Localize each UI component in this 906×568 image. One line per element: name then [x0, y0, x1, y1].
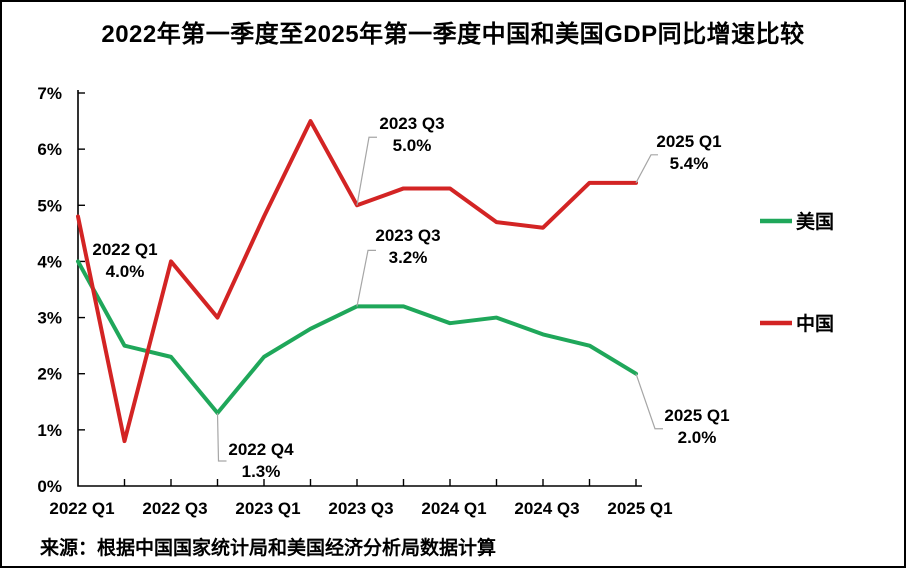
source-note: 来源：根据中国国家统计局和美国经济分析局数据计算: [40, 538, 497, 559]
y-tick-label: 4%: [37, 252, 62, 271]
y-tick-label: 7%: [37, 84, 62, 103]
x-tick-label: 2023 Q1: [235, 499, 300, 518]
y-tick-label: 1%: [37, 421, 62, 440]
annotation-china-2025-q1: 2025 Q1: [656, 132, 721, 151]
x-tick-label: 2023 Q3: [328, 499, 393, 518]
x-tick-label: 2022 Q3: [142, 499, 207, 518]
annotation-leader-line: [635, 373, 663, 430]
x-tick-label: 2022 Q1: [49, 499, 114, 518]
y-tick-label: 2%: [37, 365, 62, 384]
annotation-leader-line: [356, 136, 377, 206]
annotation-us-2022-q1: 4.0%: [106, 262, 145, 281]
x-tick-label: 2024 Q3: [514, 499, 579, 518]
legend-label-us: 美国: [796, 210, 834, 233]
annotation-us-2022-q4: 1.3%: [242, 462, 281, 481]
y-tick-label: 5%: [37, 196, 62, 215]
annotation-us-2022-q1: 2022 Q1: [92, 240, 157, 259]
annotation-leader-line: [635, 154, 658, 184]
chart-title: 2022年第一季度至2025年第一季度中国和美国GDP同比增速比较: [101, 21, 805, 48]
us-line: [76, 259, 638, 416]
y-tick-label: 6%: [37, 140, 62, 159]
legend-label-china: 中国: [796, 312, 834, 335]
annotation-us-2025-q1: 2025 Q1: [664, 406, 729, 425]
annotation-china-2023-q3: 5.0%: [393, 136, 432, 155]
annotation-us-2023-q3: 3.2%: [389, 248, 428, 267]
annotation-leader-line: [356, 249, 376, 307]
annotation-china-2023-q3: 2023 Q3: [379, 114, 444, 133]
annotation-leader-line: [216, 413, 227, 462]
annotation-us-2023-q3: 2023 Q3: [375, 226, 440, 245]
china-line: [76, 119, 638, 444]
x-tick-label: 2025 Q1: [607, 499, 672, 518]
annotation-us-2022-q4: 2022 Q4: [228, 440, 294, 459]
y-tick-label: 0%: [37, 477, 62, 496]
annotation-us-2025-q1: 2.0%: [678, 428, 717, 447]
y-tick-label: 3%: [37, 309, 62, 328]
annotation-china-2025-q1: 5.4%: [670, 154, 709, 173]
x-tick-label: 2024 Q1: [421, 499, 486, 518]
